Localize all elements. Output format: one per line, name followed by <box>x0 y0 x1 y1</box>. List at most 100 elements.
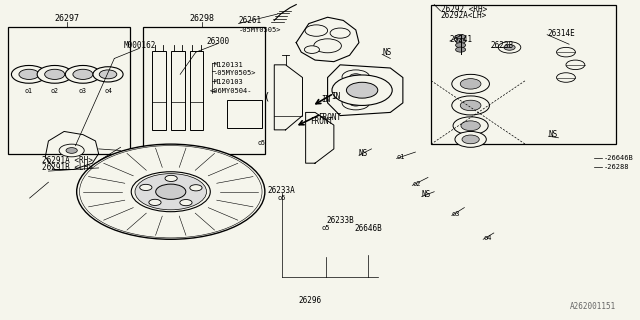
Circle shape <box>180 199 192 206</box>
Circle shape <box>305 46 319 53</box>
Text: NS: NS <box>359 149 368 158</box>
Circle shape <box>131 172 211 212</box>
Text: o3: o3 <box>79 88 87 94</box>
Text: 26314E: 26314E <box>547 28 575 38</box>
Circle shape <box>462 135 479 144</box>
Text: 26238: 26238 <box>491 41 514 50</box>
Text: -26646B: -26646B <box>604 156 634 161</box>
Circle shape <box>65 66 100 83</box>
Circle shape <box>314 39 341 53</box>
Circle shape <box>332 75 392 105</box>
Circle shape <box>135 174 207 210</box>
Circle shape <box>460 79 481 89</box>
Circle shape <box>453 117 488 135</box>
Circle shape <box>59 144 84 157</box>
Text: IN: IN <box>332 92 340 101</box>
Circle shape <box>45 69 65 79</box>
Circle shape <box>452 96 490 115</box>
Circle shape <box>566 60 585 69</box>
Circle shape <box>149 199 161 205</box>
Text: IN: IN <box>322 95 331 104</box>
Text: NS: NS <box>548 130 557 139</box>
Circle shape <box>460 100 481 111</box>
Text: 26300: 26300 <box>206 36 229 45</box>
Text: o3: o3 <box>452 211 460 217</box>
Circle shape <box>99 70 117 79</box>
Text: 26241: 26241 <box>450 35 473 44</box>
Circle shape <box>165 175 177 181</box>
Text: o4: o4 <box>483 235 492 241</box>
Text: M000162: M000162 <box>124 41 156 50</box>
Text: 26233A: 26233A <box>268 186 296 195</box>
Circle shape <box>498 42 521 53</box>
Bar <box>189 51 204 130</box>
Bar <box>152 51 166 130</box>
Text: M120103: M120103 <box>213 79 243 85</box>
Text: 26291B <LH>: 26291B <LH> <box>42 164 93 172</box>
Text: 26291A <RH>: 26291A <RH> <box>42 156 93 164</box>
Text: 26292A<LH>: 26292A<LH> <box>440 11 487 20</box>
Text: o5: o5 <box>278 195 286 201</box>
Text: M120131: M120131 <box>213 62 243 68</box>
Text: 26298: 26298 <box>189 14 214 23</box>
Text: o5: o5 <box>258 140 266 146</box>
Text: -05MY0505>: -05MY0505> <box>213 70 256 76</box>
Bar <box>143 27 265 154</box>
Text: <06MY0504-: <06MY0504- <box>210 88 252 94</box>
Circle shape <box>79 146 262 238</box>
Circle shape <box>456 47 465 52</box>
Text: 26233B: 26233B <box>326 216 354 225</box>
Circle shape <box>37 66 72 83</box>
Circle shape <box>77 144 265 239</box>
Text: FRONT: FRONT <box>318 113 341 122</box>
Circle shape <box>504 44 515 50</box>
Text: 26646B: 26646B <box>355 224 382 233</box>
Text: 26297: 26297 <box>55 14 80 23</box>
Circle shape <box>190 185 202 191</box>
Text: o4: o4 <box>104 88 112 94</box>
Circle shape <box>461 121 480 131</box>
Text: -05MY0505>: -05MY0505> <box>239 27 281 33</box>
Text: 26261: 26261 <box>239 16 262 25</box>
Bar <box>431 4 616 144</box>
Circle shape <box>12 66 47 83</box>
Text: 26296: 26296 <box>298 296 321 305</box>
Circle shape <box>140 184 152 190</box>
Circle shape <box>73 69 93 79</box>
Circle shape <box>346 82 378 98</box>
Circle shape <box>557 73 575 82</box>
Text: A262001151: A262001151 <box>570 302 616 311</box>
Circle shape <box>456 38 465 44</box>
Text: o2: o2 <box>51 88 59 94</box>
Circle shape <box>342 96 370 110</box>
Circle shape <box>557 47 575 57</box>
Text: o5: o5 <box>321 225 330 231</box>
Circle shape <box>456 34 465 39</box>
Text: FRONT: FRONT <box>310 117 333 126</box>
Text: o2: o2 <box>412 181 420 187</box>
Text: -26288: -26288 <box>604 164 629 170</box>
Circle shape <box>342 84 370 98</box>
Circle shape <box>93 67 123 82</box>
Circle shape <box>452 74 490 93</box>
Text: 26292 <RH>: 26292 <RH> <box>440 5 487 14</box>
Circle shape <box>305 25 328 36</box>
Circle shape <box>349 88 362 94</box>
Circle shape <box>156 184 186 199</box>
Text: NS: NS <box>382 48 392 57</box>
Text: (: ( <box>265 92 269 101</box>
Circle shape <box>330 28 350 38</box>
Circle shape <box>455 132 486 147</box>
Polygon shape <box>328 65 403 116</box>
Circle shape <box>349 100 362 106</box>
Bar <box>171 51 184 130</box>
Text: o1: o1 <box>397 154 405 160</box>
Text: NS: NS <box>422 190 431 199</box>
Circle shape <box>349 74 362 80</box>
Circle shape <box>456 43 465 48</box>
Bar <box>8 27 130 154</box>
Bar <box>227 100 262 128</box>
Circle shape <box>342 70 370 84</box>
Circle shape <box>19 69 39 79</box>
Text: o1: o1 <box>25 88 33 94</box>
